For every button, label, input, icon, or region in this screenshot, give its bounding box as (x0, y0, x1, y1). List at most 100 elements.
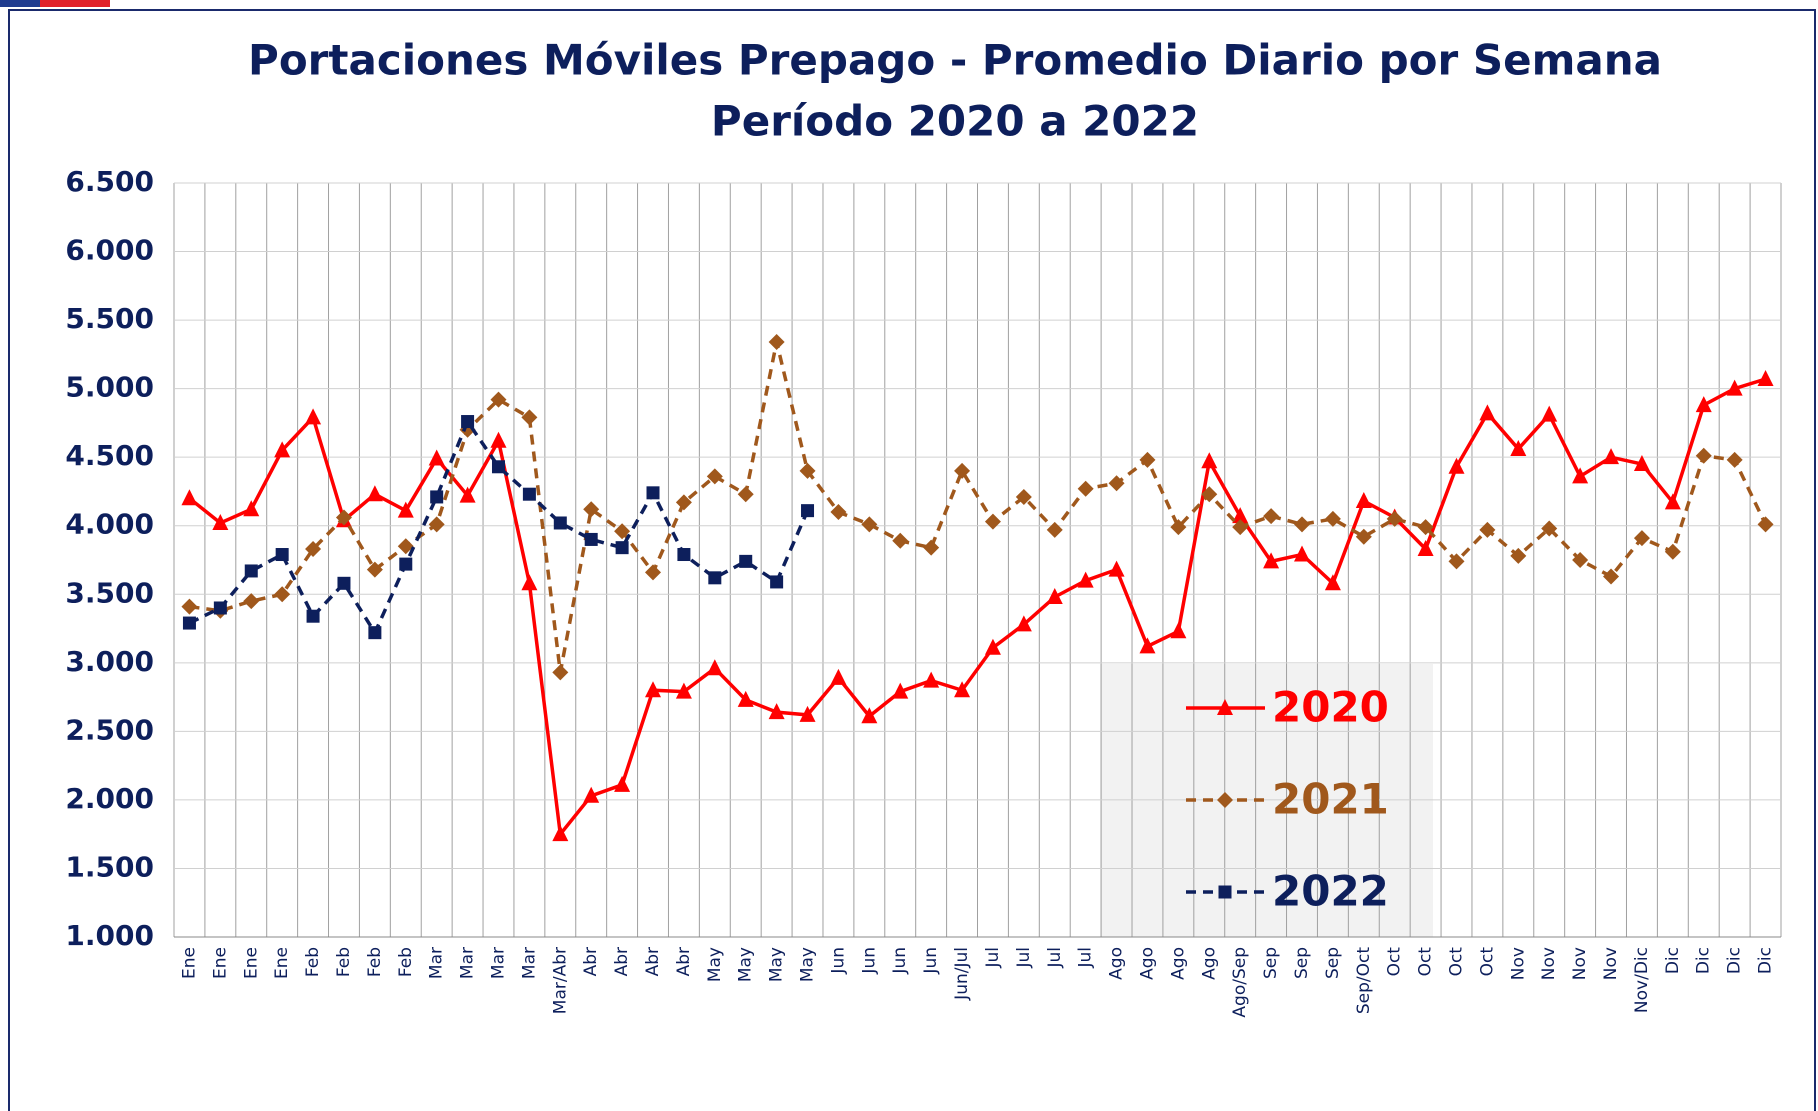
marker-square (770, 575, 784, 589)
marker-diamond (583, 501, 600, 518)
marker-triangle (521, 574, 538, 591)
marker-triangle (1664, 493, 1681, 510)
x-tick-label: Jun/Jul (952, 947, 972, 1001)
x-tick-label: Mar (458, 947, 478, 979)
marker-diamond (614, 523, 631, 540)
marker-diamond (1217, 792, 1233, 808)
marker-square (430, 490, 444, 504)
x-tick-label: Ago (1137, 947, 1157, 980)
marker-diamond (1633, 530, 1650, 547)
marker-triangle (1633, 455, 1650, 472)
marker-triangle (768, 703, 785, 720)
marker-triangle (954, 681, 971, 698)
y-tick-label: 6.500 (65, 165, 154, 198)
marker-triangle (1355, 492, 1372, 509)
marker-triangle (243, 500, 260, 517)
x-tick-label: Dic (1725, 947, 1745, 974)
x-tick-label: Jun (828, 947, 848, 975)
marker-triangle (212, 513, 229, 530)
marker-diamond (243, 593, 260, 610)
marker-square (337, 576, 351, 590)
legend-label: 2022 (1272, 867, 1389, 916)
y-tick-label: 2.000 (65, 782, 154, 815)
x-tick-label: May (798, 947, 818, 982)
marker-diamond (1108, 475, 1125, 492)
y-tick-label: 1.000 (65, 919, 154, 952)
x-tick-label: Feb (396, 947, 416, 977)
marker-diamond (1355, 528, 1372, 545)
marker-square (801, 504, 815, 518)
marker-triangle (1417, 540, 1434, 557)
marker-square (491, 460, 505, 474)
marker-diamond (984, 513, 1001, 530)
marker-square (677, 548, 691, 562)
x-tick-label: Dic (1663, 947, 1683, 974)
marker-diamond (1448, 553, 1465, 570)
x-tick-label: Jul (1045, 947, 1065, 969)
chart-subtitle: Período 2020 a 2022 (711, 97, 1199, 146)
marker-triangle (1695, 396, 1712, 413)
marker-diamond (521, 409, 538, 426)
marker-diamond (490, 391, 507, 408)
marker-diamond (552, 664, 569, 681)
x-tick-label: Feb (303, 947, 323, 977)
marker-triangle (459, 486, 476, 503)
marker-triangle (861, 707, 878, 724)
marker-diamond (1386, 510, 1403, 527)
x-tick-label: Feb (334, 947, 354, 977)
x-tick-label: Abr (612, 947, 632, 976)
marker-triangle (1046, 588, 1063, 605)
x-tick-label: Mar/Abr (550, 947, 570, 1014)
marker-diamond (861, 516, 878, 533)
x-tick-label: Nov (1539, 947, 1559, 980)
x-tick-label: Jul (983, 947, 1003, 969)
marker-triangle (1726, 379, 1743, 396)
marker-diamond (1541, 520, 1558, 537)
marker-diamond (366, 561, 383, 578)
marker-triangle (675, 682, 692, 699)
chart-title: Portaciones Móviles Prepago - Promedio D… (248, 36, 1662, 85)
y-tick-label: 2.500 (65, 713, 154, 746)
marker-square (522, 487, 536, 501)
marker-triangle (397, 501, 414, 518)
x-tick-label: Oct (1477, 947, 1497, 977)
x-tick-label: Nov/Dic (1632, 947, 1652, 1013)
marker-diamond (768, 334, 785, 351)
series-line (188, 417, 810, 637)
x-tick-label: Ago (1107, 947, 1127, 980)
marker-square (739, 554, 753, 568)
marker-diamond (1726, 451, 1743, 468)
marker-diamond (1015, 488, 1032, 505)
x-tick-label: Abr (581, 947, 601, 976)
marker-square (708, 571, 722, 585)
marker-square (399, 557, 413, 571)
x-tick-label: Ago (1168, 947, 1188, 980)
marker-diamond (1201, 486, 1218, 503)
marker-square (275, 548, 289, 562)
x-tick-label: Sep (1323, 947, 1343, 979)
y-tick-label: 6.000 (65, 234, 154, 267)
legend-label: 2021 (1272, 775, 1389, 824)
x-tick-label: Oct (1385, 947, 1405, 977)
marker-triangle (1170, 622, 1187, 639)
marker-diamond (954, 462, 971, 479)
marker-diamond (1170, 519, 1187, 536)
x-tick-label: Jun (890, 947, 910, 975)
x-tick-label: Jun (859, 947, 879, 975)
marker-square (615, 541, 629, 555)
marker-triangle (181, 489, 198, 506)
x-tick-label: Feb (365, 947, 385, 977)
x-tick-label: Ene (210, 947, 230, 979)
x-tick-label: Jul (1014, 947, 1034, 969)
legend-box (1100, 664, 1433, 937)
marker-diamond (830, 504, 847, 521)
marker-triangle (645, 681, 662, 698)
x-tick-label: Abr (643, 947, 663, 976)
x-tick-label: Jul (1076, 947, 1096, 969)
x-tick-label: Dic (1694, 947, 1714, 974)
marker-triangle (706, 659, 723, 676)
marker-diamond (397, 538, 414, 555)
marker-square (461, 415, 475, 429)
marker-diamond (428, 516, 445, 533)
